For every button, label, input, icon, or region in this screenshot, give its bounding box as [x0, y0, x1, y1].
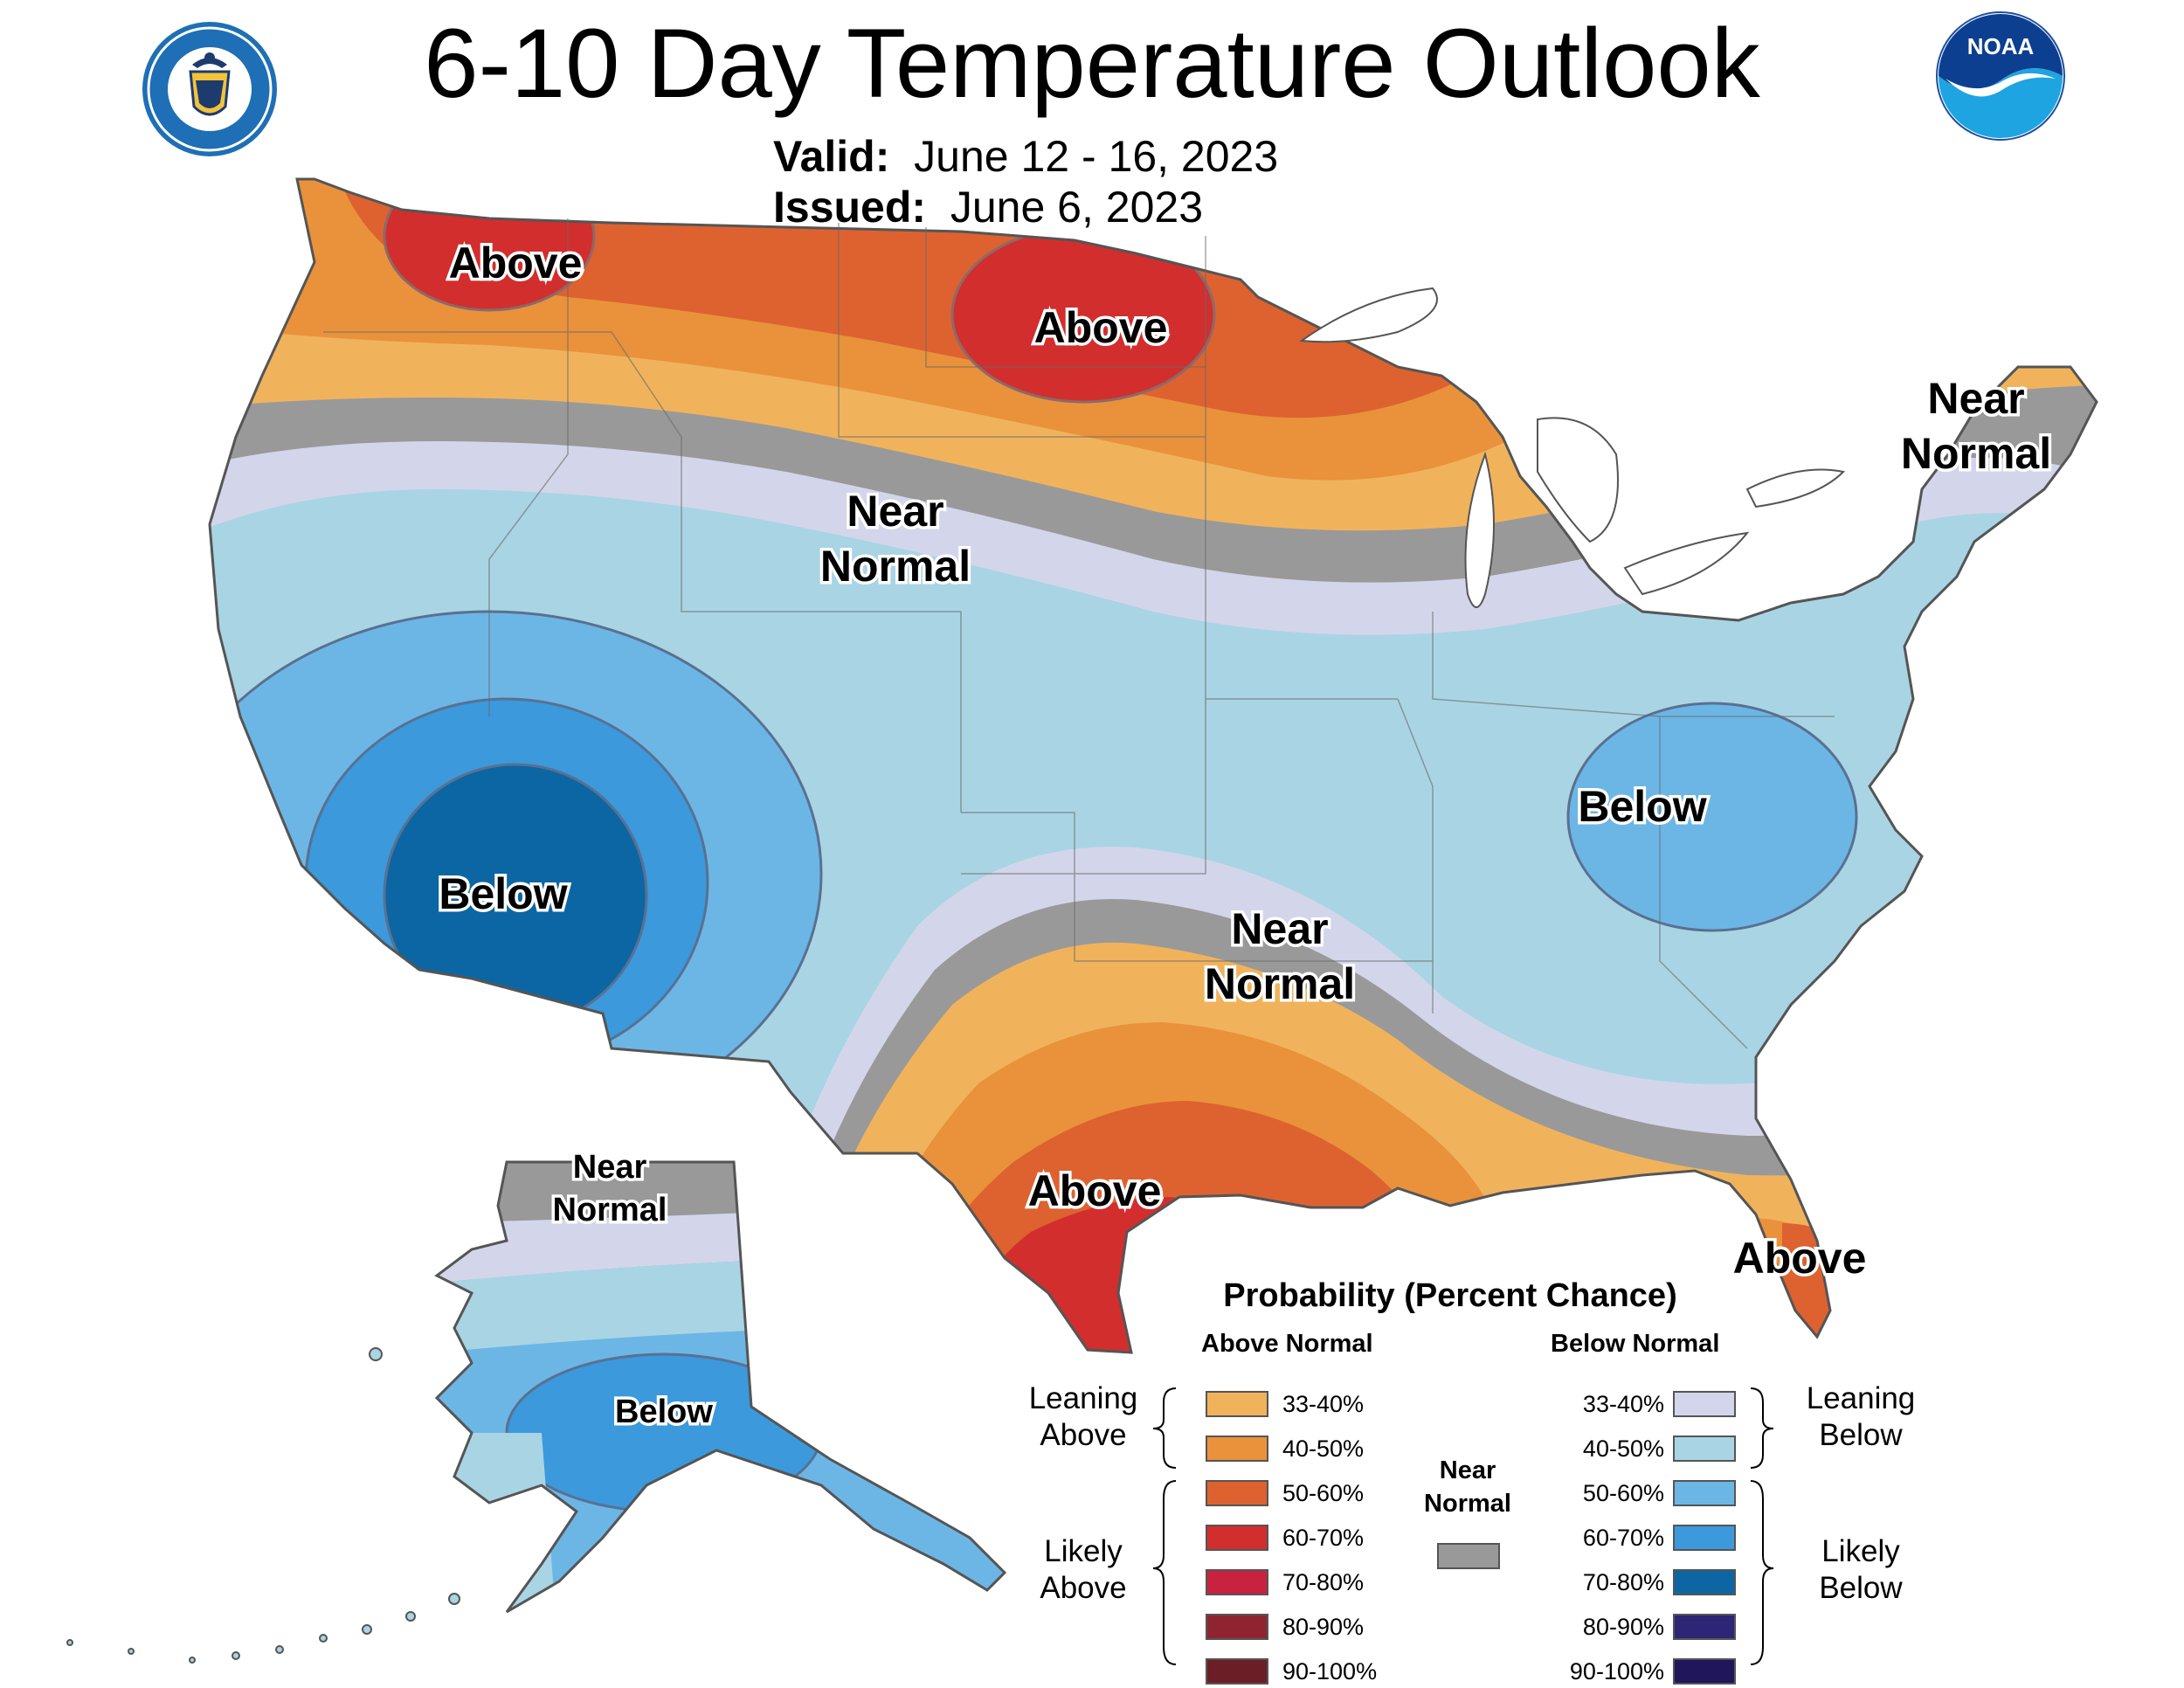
legend-likely-above-label: Likely Above	[1040, 1534, 1127, 1605]
legend-below-swatch-3	[1673, 1480, 1736, 1506]
map-title: 6-10 Day Temperature Outlook	[424, 9, 1760, 118]
label-alaska-near-line2: Normal	[553, 1192, 667, 1228]
legend-above-range-1: 33-40%	[1282, 1391, 1365, 1417]
legend-above-swatch-5	[1206, 1569, 1268, 1595]
legend-below-swatch-6	[1673, 1614, 1736, 1640]
legend-leaning-above-label: Leaning Above	[1028, 1381, 1138, 1452]
svg-text:NOAA: NOAA	[1967, 33, 2035, 59]
valid-dates: June 12 - 16, 2023	[914, 132, 1279, 181]
date-block: Valid: June 12 - 16, 2023 Issued: June 6…	[773, 131, 1278, 232]
label-near-normal-northeast-line1: Near	[1927, 374, 2024, 423]
label-above-northwest: Above	[449, 239, 583, 287]
label-below-southeast: Below	[1578, 782, 1706, 831]
legend-below-swatch-1	[1673, 1391, 1736, 1417]
aleutian-islands	[66, 1347, 460, 1664]
legend-below-range-6: 80-90%	[1582, 1614, 1664, 1640]
legend-above-swatch-6	[1206, 1614, 1268, 1640]
alaska-probability-shading	[437, 1162, 1005, 1612]
legend-likely-below-label: Likely Below	[1819, 1534, 1903, 1605]
legend-above-range-5: 70-80%	[1282, 1569, 1365, 1595]
label-near-normal-central-line2: Normal	[820, 542, 971, 591]
legend-above-range-7: 90-100%	[1282, 1658, 1378, 1685]
legend-above-range-3: 50-60%	[1282, 1480, 1365, 1506]
legend-above-header: Above Normal	[1201, 1330, 1373, 1358]
legend-above-swatch-7	[1206, 1658, 1268, 1685]
legend-below-range-4: 60-70%	[1582, 1525, 1664, 1551]
legend-below-swatch-5	[1673, 1569, 1736, 1595]
legend-braces	[1152, 1387, 1177, 1665]
alaska-outline	[434, 1160, 1007, 1614]
great-lakes	[1299, 287, 1846, 608]
legend-below-range-3: 50-60%	[1582, 1480, 1664, 1506]
legend-above-swatch-3	[1206, 1480, 1268, 1506]
legend-below-swatch-7	[1673, 1658, 1736, 1685]
conus-outline	[208, 177, 2098, 1354]
label-near-normal-northeast-line2: Normal	[1901, 429, 2051, 478]
issued-label: Issued:	[773, 183, 927, 232]
legend-title: Probability (Percent Chance)	[1223, 1277, 1677, 1314]
boundary-lines	[323, 218, 1835, 1049]
valid-label: Valid:	[773, 132, 890, 181]
label-near-normal-central-line1: Near	[847, 487, 943, 536]
label-above-north-dakota: Above	[1034, 303, 1168, 352]
legend-near-normal-swatch	[1437, 1543, 1500, 1569]
label-above-texas: Above	[1028, 1166, 1162, 1215]
legend-braces-right	[1750, 1387, 1774, 1665]
label-near-normal-south-line1: Near	[1231, 904, 1328, 953]
legend-below-swatch-2	[1673, 1435, 1736, 1462]
label-alaska-near-line1: Near	[573, 1149, 647, 1186]
legend-above-range-4: 60-70%	[1282, 1525, 1365, 1551]
legend-above-range-6: 80-90%	[1282, 1614, 1365, 1640]
legend-above-range-2: 40-50%	[1282, 1435, 1365, 1462]
legend-below-range-7: 90-100%	[1569, 1658, 1664, 1685]
legend-leaning-below-label: Leaning Below	[1806, 1381, 1916, 1452]
label-near-normal-south-line2: Normal	[1205, 959, 1355, 1008]
label-alaska-below: Below	[615, 1394, 713, 1430]
legend-above-swatch-1	[1206, 1391, 1268, 1417]
legend-below-swatch-4	[1673, 1525, 1736, 1551]
commerce-seal-logo	[142, 22, 277, 156]
legend-below-header: Below Normal	[1551, 1330, 1720, 1358]
label-above-florida: Above	[1733, 1234, 1867, 1283]
noaa-logo: NOAA	[1936, 11, 2065, 141]
legend-near-normal-label: Near Normal	[1424, 1456, 1511, 1518]
legend-below-range-2: 40-50%	[1582, 1435, 1664, 1462]
issued-date: June 6, 2023	[950, 183, 1203, 232]
legend-below-range-5: 70-80%	[1582, 1569, 1664, 1595]
label-below-southwest: Below	[439, 869, 567, 918]
legend-above-swatch-4	[1206, 1525, 1268, 1551]
legend-below-range-1: 33-40%	[1582, 1391, 1664, 1417]
legend-above-swatch-2	[1206, 1435, 1268, 1462]
